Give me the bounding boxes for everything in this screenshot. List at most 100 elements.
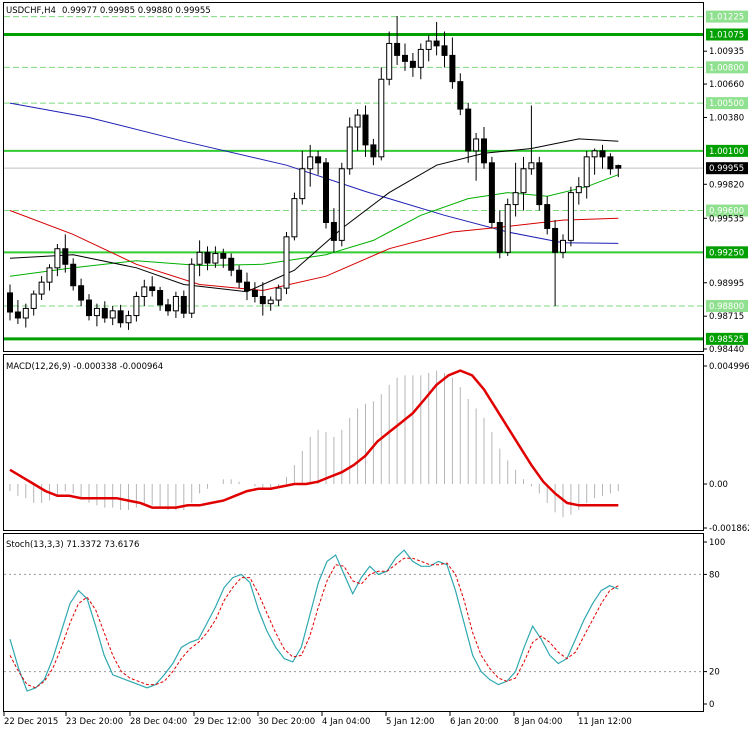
bullish-candle bbox=[133, 295, 140, 317]
bullish-candle bbox=[125, 315, 132, 324]
price-tick-label: 1.00100 bbox=[709, 147, 744, 157]
time-tick-label: 23 Dec 20:00 bbox=[66, 717, 123, 727]
level-price-badge bbox=[706, 61, 748, 74]
bullish-candle bbox=[560, 239, 566, 253]
bullish-candle bbox=[575, 186, 582, 194]
level-price-badge bbox=[706, 28, 748, 41]
bullish-candle bbox=[30, 293, 37, 309]
price-tick-label: 0.99820 bbox=[709, 180, 744, 190]
bullish-candle bbox=[196, 251, 203, 265]
time-tick-label: 11 Jan 12:00 bbox=[578, 717, 632, 727]
bullish-candle bbox=[520, 168, 527, 194]
bearish-candle bbox=[220, 253, 227, 259]
bearish-candle bbox=[496, 221, 503, 253]
bearish-candle bbox=[536, 162, 543, 206]
bullish-candle bbox=[212, 253, 219, 264]
level-price-badge bbox=[706, 204, 748, 217]
bullish-candle bbox=[291, 198, 298, 238]
stochastic-chart: 100 80 20 0 bbox=[4, 538, 725, 710]
bullish-candle bbox=[141, 286, 148, 297]
macd-signal-line bbox=[9, 369, 619, 509]
bearish-candle bbox=[599, 150, 606, 158]
bearish-candle bbox=[394, 42, 401, 56]
bearish-candle bbox=[315, 156, 322, 164]
time-axis: 22 Dec 2015 23 Dec 20:00 28 Dec 04:00 29 De… bbox=[3, 712, 632, 727]
macd-tick-label: 0.004996 bbox=[709, 362, 749, 372]
bullish-candle bbox=[38, 281, 45, 295]
bearish-candle bbox=[449, 54, 456, 83]
price-tick-label: 0.98525 bbox=[709, 335, 744, 345]
level-price-badge bbox=[706, 332, 748, 345]
bearish-candle bbox=[7, 292, 13, 313]
time-tick-label: 30 Dec 20:00 bbox=[258, 717, 315, 727]
bearish-candle bbox=[607, 156, 614, 170]
bearish-candle bbox=[457, 81, 464, 110]
bearish-candle bbox=[615, 165, 622, 169]
macd-title: MACD(12,26,9) -0.000338 -0.000964 bbox=[6, 362, 163, 372]
bearish-candle bbox=[180, 295, 187, 314]
bearish-candle bbox=[370, 144, 377, 158]
stoch-tick-label: 20 bbox=[709, 668, 720, 678]
bearish-candle bbox=[488, 162, 495, 223]
bearish-candle bbox=[149, 286, 156, 292]
bearish-candle bbox=[441, 45, 448, 56]
bullish-candle bbox=[346, 126, 353, 170]
price-tick-label: 0.99250 bbox=[709, 248, 744, 258]
bearish-candle bbox=[70, 263, 77, 287]
bullish-candle bbox=[378, 78, 385, 158]
price-tick-label: 0.99535 bbox=[709, 214, 744, 224]
current-price-badge bbox=[706, 162, 748, 175]
bullish-candle bbox=[109, 310, 116, 319]
price-tick-label: 1.01225 bbox=[709, 13, 744, 23]
bullish-candle bbox=[567, 192, 574, 241]
bearish-candle bbox=[62, 248, 69, 265]
price-chart: 1.01225 1.01075 1.00935 1.00800 1.00660 1.005… bbox=[4, 10, 748, 355]
price-tick-label: 0.98800 bbox=[709, 302, 744, 312]
price-tick-label: 0.98440 bbox=[709, 345, 744, 355]
stoch-tick-label: 0 bbox=[709, 700, 714, 710]
bullish-candle bbox=[22, 307, 29, 319]
price-title: USDCHF,H4 bbox=[6, 6, 56, 16]
bullish-candle bbox=[473, 138, 480, 152]
stoch-tick-label: 100 bbox=[709, 538, 725, 548]
time-tick-label: 22 Dec 2015 bbox=[4, 717, 58, 727]
bullish-candle bbox=[54, 248, 61, 269]
bearish-candle bbox=[101, 307, 108, 319]
bearish-candle bbox=[165, 304, 171, 312]
bearish-candle bbox=[481, 138, 487, 164]
stoch-main-line bbox=[9, 549, 619, 692]
price-tick-label: 0.99955 bbox=[709, 164, 744, 174]
level-price-badge bbox=[706, 246, 748, 259]
price-tick-label: 1.00935 bbox=[709, 47, 744, 57]
bullish-candle bbox=[46, 267, 53, 283]
bearish-candle bbox=[259, 295, 266, 305]
bearish-candle bbox=[362, 114, 369, 146]
bearish-candle bbox=[409, 60, 416, 68]
moving-average-line bbox=[9, 174, 619, 277]
time-tick-label: 6 Jan 20:00 bbox=[450, 717, 498, 727]
bearish-candle bbox=[330, 221, 337, 241]
bearish-candle bbox=[236, 269, 243, 283]
bullish-candle bbox=[417, 48, 424, 68]
stoch-tick-label: 80 bbox=[709, 570, 720, 580]
level-price-badge bbox=[706, 10, 748, 23]
bullish-candle bbox=[188, 263, 195, 314]
time-tick-label: 4 Jan 04:00 bbox=[322, 717, 370, 727]
bearish-candle bbox=[544, 204, 551, 229]
level-price-badge bbox=[706, 97, 748, 110]
bullish-candle bbox=[283, 236, 290, 289]
bullish-candle bbox=[299, 168, 306, 200]
macd-chart: 0.004996 0.00 -0.001862 bbox=[9, 362, 749, 534]
bullish-candle bbox=[528, 162, 535, 170]
price-tick-label: 1.00800 bbox=[709, 63, 744, 73]
bearish-candle bbox=[433, 40, 440, 47]
bearish-candle bbox=[465, 108, 472, 152]
macd-tick-label: -0.001862 bbox=[709, 524, 749, 534]
bullish-candle bbox=[583, 156, 590, 188]
bearish-candle bbox=[251, 290, 258, 297]
bearish-candle bbox=[86, 299, 92, 317]
price-tick-label: 1.00380 bbox=[709, 113, 744, 123]
price-tick-label: 1.00500 bbox=[709, 99, 744, 109]
price-panel-frame bbox=[3, 2, 704, 352]
bearish-candle bbox=[14, 311, 21, 319]
